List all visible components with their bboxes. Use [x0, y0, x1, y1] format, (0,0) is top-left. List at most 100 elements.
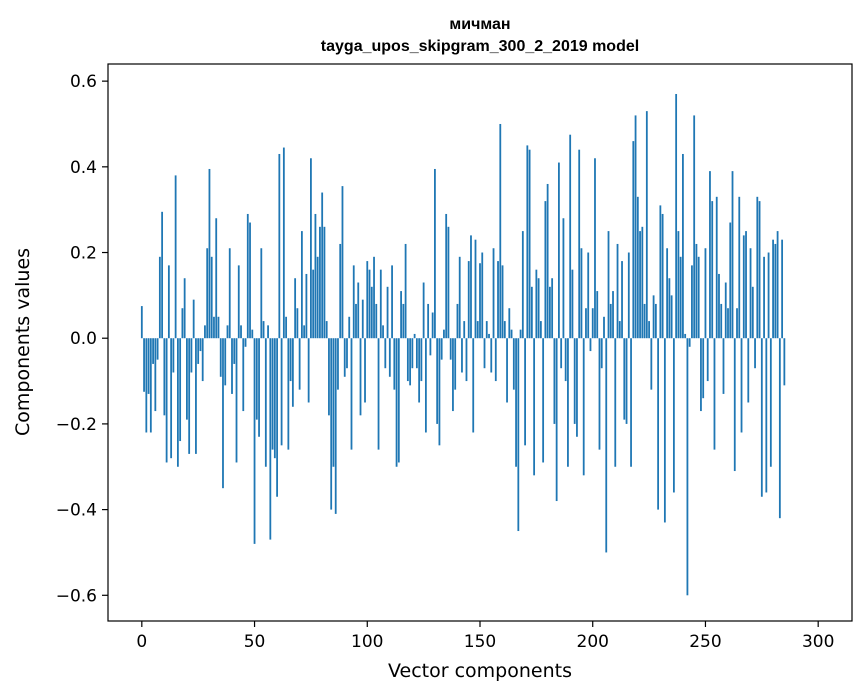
bar-component-58 [271, 338, 274, 450]
bar-component-52 [258, 338, 260, 437]
bar-component-207 [607, 231, 610, 339]
bar-component-31 [210, 256, 213, 339]
bar-component-34 [217, 316, 220, 339]
bar-component-274 [758, 201, 761, 339]
bar-component-242 [686, 338, 689, 596]
bar-component-236 [672, 338, 675, 493]
bar-component-208 [609, 303, 612, 339]
y-tick-label: −0.6 [56, 586, 97, 606]
bar-component-119 [409, 338, 412, 386]
bar-component-186 [560, 338, 563, 369]
bar-component-50 [253, 338, 256, 544]
bar-component-182 [551, 278, 554, 339]
bar-component-115 [400, 291, 402, 339]
bar-component-57 [269, 338, 272, 540]
bar-component-235 [670, 295, 673, 339]
bar-component-70 [298, 338, 301, 390]
bar-component-76 [312, 269, 315, 339]
bar-component-117 [404, 243, 407, 339]
bar-component-263 [733, 338, 736, 472]
bar-component-250 [704, 248, 707, 339]
bar-component-131 [436, 338, 439, 424]
bar-component-135 [445, 213, 448, 339]
bar-component-277 [765, 338, 768, 493]
bar-component-98 [361, 299, 364, 339]
bar-component-105 [377, 338, 380, 450]
bar-component-71 [300, 231, 303, 339]
bar-component-147 [472, 338, 475, 433]
bar-component-106 [379, 269, 382, 339]
bar-component-253 [711, 201, 714, 339]
bar-component-11 [165, 338, 168, 463]
bar-component-72 [303, 325, 306, 339]
bar-component-127 [427, 303, 430, 339]
bar-component-130 [434, 168, 436, 339]
bar-component-96 [357, 282, 360, 339]
bar-component-159 [499, 123, 502, 339]
bar-component-244 [691, 265, 693, 339]
bar-component-243 [688, 338, 691, 347]
bar-component-219 [634, 115, 637, 339]
bar-component-144 [465, 338, 468, 382]
bar-component-248 [700, 338, 702, 412]
bar-component-279 [769, 338, 772, 467]
bar-component-141 [458, 256, 461, 339]
bar-component-276 [763, 256, 765, 339]
bar-component-270 [749, 248, 752, 339]
bar-component-209 [612, 291, 614, 339]
bar-component-15 [174, 175, 177, 339]
bar-component-210 [614, 338, 617, 467]
bar-component-183 [553, 338, 556, 424]
bar-component-36 [222, 338, 224, 489]
bar-component-212 [618, 321, 621, 339]
bar-component-281 [774, 243, 777, 339]
bar-component-173 [530, 286, 533, 339]
bar-component-241 [684, 333, 687, 339]
bar-component-143 [463, 321, 466, 339]
x-tick-label: 150 [464, 632, 496, 652]
bar-component-221 [639, 231, 641, 339]
bar-component-150 [479, 263, 481, 339]
y-axis-label: Components values [12, 248, 34, 436]
bar-component-157 [494, 338, 497, 382]
bar-component-284 [781, 239, 784, 339]
bar-component-56 [267, 325, 269, 339]
bar-component-87 [337, 338, 339, 390]
bar-component-158 [497, 261, 499, 339]
bar-component-237 [675, 93, 678, 339]
bar-component-85 [332, 338, 335, 467]
bars-group [140, 93, 786, 596]
bar-component-175 [535, 269, 538, 339]
bar-component-7 [156, 338, 159, 360]
bar-component-61 [278, 153, 281, 339]
bar-component-41 [233, 338, 236, 364]
bar-component-283 [778, 338, 781, 519]
bar-component-24 [195, 338, 197, 454]
bar-component-55 [264, 338, 267, 467]
bar-component-112 [393, 338, 396, 390]
bar-component-33 [215, 218, 218, 339]
bar-component-73 [305, 273, 308, 339]
bar-component-268 [745, 231, 747, 339]
bar-component-245 [693, 115, 696, 339]
bar-component-194 [578, 149, 581, 339]
bar-component-163 [508, 308, 511, 339]
bar-component-168 [519, 329, 522, 339]
y-tick-label: 0.2 [70, 244, 97, 264]
bar-component-89 [341, 186, 344, 339]
bar-component-138 [452, 338, 454, 412]
bar-component-62 [280, 338, 283, 446]
bar-component-225 [648, 321, 650, 339]
bar-component-174 [533, 338, 536, 476]
bar-component-39 [228, 248, 231, 339]
bar-component-43 [237, 265, 240, 339]
bar-component-42 [235, 338, 238, 463]
bar-component-213 [621, 261, 623, 339]
bar-component-44 [240, 325, 242, 339]
bar-component-100 [366, 261, 369, 339]
bar-component-142 [461, 338, 463, 373]
bar-component-260 [727, 308, 729, 339]
bar-component-16 [176, 338, 179, 467]
bar-component-151 [481, 252, 484, 339]
